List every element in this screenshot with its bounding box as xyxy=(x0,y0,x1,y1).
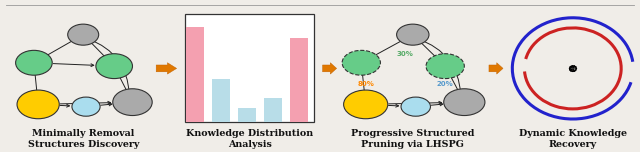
Text: 80%: 80% xyxy=(357,81,374,87)
Ellipse shape xyxy=(397,24,429,45)
Ellipse shape xyxy=(401,97,431,116)
Bar xyxy=(289,38,308,122)
Bar xyxy=(264,98,282,122)
Text: Progressive Structured
Pruning via LHSPG: Progressive Structured Pruning via LHSPG xyxy=(351,129,474,149)
Bar xyxy=(185,14,314,122)
Ellipse shape xyxy=(96,54,132,79)
Ellipse shape xyxy=(344,90,388,119)
Bar xyxy=(186,27,204,122)
FancyArrow shape xyxy=(323,63,337,74)
Ellipse shape xyxy=(68,24,99,45)
Ellipse shape xyxy=(17,90,60,119)
Text: Knowledge Distribution
Analysis: Knowledge Distribution Analysis xyxy=(186,129,313,149)
Ellipse shape xyxy=(444,89,485,116)
Bar xyxy=(212,79,230,122)
Ellipse shape xyxy=(342,50,380,75)
Ellipse shape xyxy=(72,97,100,116)
FancyArrow shape xyxy=(489,63,503,74)
Text: 20%: 20% xyxy=(437,81,454,87)
Ellipse shape xyxy=(426,54,465,79)
Text: Minimally Removal
Structures Discovery: Minimally Removal Structures Discovery xyxy=(28,129,139,149)
Text: 30%: 30% xyxy=(397,51,414,57)
FancyArrow shape xyxy=(156,63,177,74)
Bar xyxy=(237,108,256,122)
Text: Dynamic Knowledge
Recovery: Dynamic Knowledge Recovery xyxy=(519,129,627,149)
Ellipse shape xyxy=(113,89,152,116)
Ellipse shape xyxy=(15,50,52,75)
